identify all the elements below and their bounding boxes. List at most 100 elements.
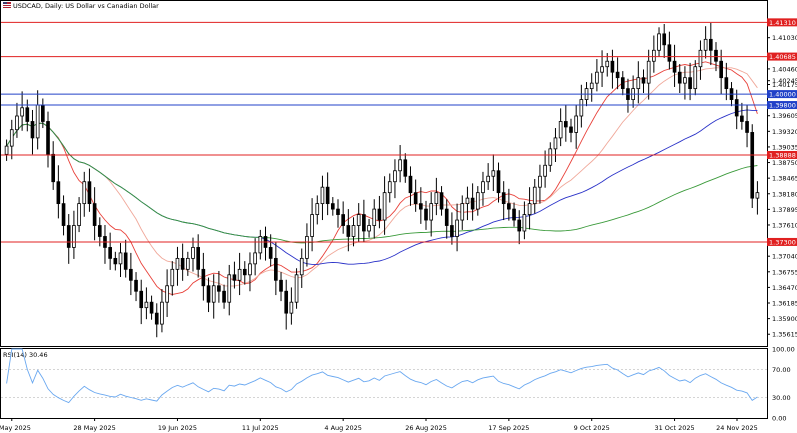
candle — [56, 165, 61, 219]
y-tick-label: 1.40175 — [772, 81, 797, 89]
level-price-tag[interactable] — [767, 52, 797, 61]
x-tick-label: 11 Jul 2025 — [242, 424, 279, 432]
candle — [66, 214, 71, 264]
ma-mid-line — [6, 67, 758, 287]
bear-candle-body — [51, 153, 56, 183]
chart-timeframe: Daily — [45, 2, 62, 10]
time-axis[interactable]: 6 May 2025 28 May 2025 19 Jun 2025 11 Jul 2… — [0, 418, 758, 432]
candle — [237, 252, 242, 296]
bear-candle-body — [413, 192, 418, 205]
candle — [434, 177, 439, 216]
candle — [144, 287, 149, 320]
bear-candle-body — [750, 132, 755, 199]
candle — [532, 178, 537, 214]
bull-candle-body — [367, 225, 371, 232]
candle — [4, 139, 9, 161]
candle — [362, 199, 366, 243]
candle — [160, 289, 164, 333]
level-price-tag[interactable] — [767, 237, 797, 246]
candle — [180, 243, 185, 281]
candle — [413, 179, 418, 212]
candle — [439, 186, 444, 216]
candle — [408, 166, 413, 206]
candle — [9, 119, 14, 160]
candle — [496, 162, 501, 203]
x-tick-label: 9 Oct 2025 — [574, 424, 610, 432]
bull-candle-body — [589, 82, 594, 90]
candle — [512, 202, 516, 227]
candle — [703, 26, 708, 59]
candle — [522, 201, 527, 240]
level-price-label: 1.38888 — [769, 151, 796, 159]
level-price-tag[interactable] — [767, 101, 797, 110]
level-line-group: 1.40685 — [1, 52, 797, 61]
candle — [620, 71, 625, 96]
bull-candle-body — [15, 115, 19, 131]
rsi-tick-label: 70.00 — [772, 366, 791, 374]
bull-candle-body — [253, 252, 257, 265]
candle — [657, 27, 661, 57]
bear-candle-body — [330, 203, 335, 210]
bear-candle-body — [268, 247, 273, 259]
us-canada-flag-icon — [3, 2, 11, 8]
rsi-line — [6, 348, 758, 404]
candle — [372, 199, 377, 239]
bear-candle-body — [346, 225, 351, 237]
candle — [284, 279, 289, 330]
bear-candle-body — [97, 225, 102, 237]
bull-candle-body — [491, 170, 496, 177]
candle — [30, 109, 35, 155]
level-price-tag[interactable] — [767, 18, 797, 27]
bull-candle-body — [527, 203, 532, 215]
candle — [206, 277, 211, 313]
bear-candle-body — [501, 192, 506, 205]
bull-candle-body — [351, 225, 356, 237]
y-tick-label: 1.37895 — [772, 206, 797, 214]
candle — [46, 111, 50, 168]
candle — [346, 209, 351, 252]
candle — [444, 199, 449, 239]
candle — [82, 171, 87, 217]
bear-candle-body — [377, 208, 382, 221]
bear-candle-body — [87, 181, 92, 205]
bear-candle-body — [724, 77, 729, 90]
bear-candle-body — [336, 208, 340, 215]
bull-candle-body — [20, 107, 24, 117]
candle — [708, 22, 713, 66]
bear-candle-body — [419, 203, 423, 210]
bull-candle-body — [522, 214, 527, 232]
bull-candle-body — [294, 274, 299, 303]
candle — [382, 176, 387, 235]
bear-candle-body — [424, 208, 428, 221]
candle — [367, 218, 371, 238]
bull-candle-body — [9, 129, 14, 147]
bull-candle-body — [82, 181, 87, 205]
level-price-tag[interactable] — [767, 90, 797, 99]
level-price-label: 1.40685 — [769, 53, 796, 61]
rsi-panel: RSI(14) 30.46 — [1, 348, 767, 404]
bear-candle-body — [450, 225, 454, 237]
bull-candle-body — [372, 208, 377, 226]
candle — [103, 224, 107, 264]
bear-candle-body — [740, 115, 744, 122]
candle — [87, 168, 92, 212]
bear-candle-body — [667, 44, 672, 62]
candle — [274, 241, 278, 296]
bull-candle-body — [703, 38, 708, 51]
bear-candle-body — [242, 268, 247, 276]
price-axis[interactable]: 1.41030 1.40245 1.40460 1.40175 1.39605 1.393… — [767, 34, 797, 339]
bear-candle-body — [41, 104, 45, 122]
candle — [460, 195, 465, 230]
candle — [108, 232, 112, 270]
candle — [393, 159, 397, 199]
bull-candle-body — [393, 170, 397, 183]
bull-candle-body — [320, 186, 325, 205]
bear-candle-body — [672, 60, 677, 73]
bull-candle-body — [558, 121, 563, 139]
bull-candle-body — [315, 203, 320, 215]
bear-candle-body — [113, 257, 118, 265]
y-tick-label: 1.35900 — [772, 315, 797, 323]
bear-candle-body — [279, 279, 283, 292]
level-price-tag[interactable] — [767, 150, 797, 159]
bear-candle-body — [30, 121, 35, 139]
